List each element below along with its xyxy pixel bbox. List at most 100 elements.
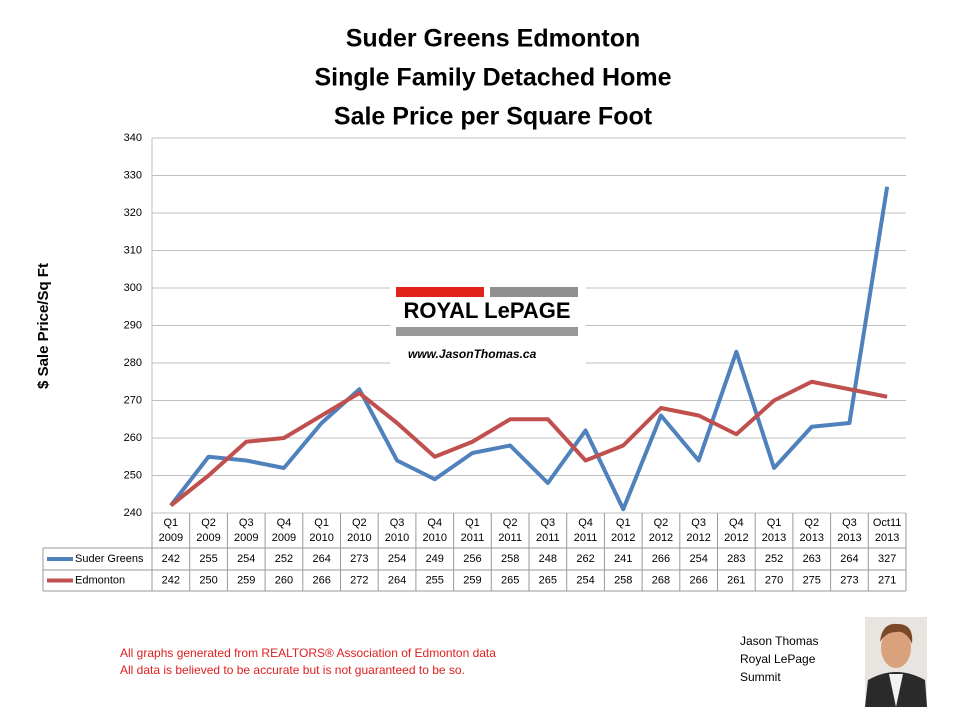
table-value: 327 [878, 553, 896, 565]
x-tick-label: 2011 [461, 532, 485, 544]
table-value: 256 [463, 553, 481, 565]
y-tick-label: 340 [124, 132, 142, 144]
y-tick-label: 310 [124, 244, 142, 256]
x-tick-label: 2011 [536, 532, 560, 544]
table-value: 252 [765, 553, 783, 565]
table-value: 252 [275, 553, 293, 565]
series-line [169, 379, 888, 508]
table-value: 271 [878, 574, 896, 586]
x-tick-label: 2013 [762, 532, 786, 544]
x-tick-label: 2010 [309, 532, 333, 544]
series-line [169, 186, 890, 512]
table-value: 266 [652, 553, 670, 565]
x-tick-label: Q2 [352, 517, 367, 529]
x-tick-label: 2012 [649, 532, 673, 544]
x-tick-label: Q1 [616, 517, 631, 529]
table-value: 250 [199, 574, 217, 586]
table-value: 264 [388, 574, 406, 586]
x-tick-label: 2011 [498, 532, 522, 544]
table-value: 264 [840, 553, 858, 565]
table-value: 255 [426, 574, 444, 586]
table-value: 249 [426, 553, 444, 565]
portrait [865, 617, 927, 707]
x-tick-label: 2010 [347, 532, 371, 544]
x-tick-label: Oct11 [873, 517, 902, 529]
table-value: 254 [576, 574, 594, 586]
x-tick-label: Q3 [691, 517, 706, 529]
y-tick-label: 270 [124, 394, 142, 406]
y-tick-label: 290 [124, 319, 142, 331]
table-value: 258 [614, 574, 632, 586]
x-tick-label: 2009 [234, 532, 258, 544]
x-tick-label: 2010 [385, 532, 409, 544]
table-value: 254 [388, 553, 406, 565]
author: Summit [740, 670, 781, 684]
x-tick-label: 2009 [159, 532, 183, 544]
table-value: 275 [803, 574, 821, 586]
table-value: 262 [576, 553, 594, 565]
table-value: 265 [501, 574, 519, 586]
legend-label: Suder Greens [75, 553, 144, 565]
y-tick-label: 250 [124, 469, 142, 481]
x-tick-label: Q3 [541, 517, 556, 529]
x-tick-label: Q3 [390, 517, 405, 529]
x-tick-label: 2013 [800, 532, 824, 544]
x-tick-label: 2009 [272, 532, 296, 544]
x-tick-label: Q1 [164, 517, 179, 529]
logo-text: ROYAL LePAGE [403, 298, 570, 323]
x-tick-label: 2012 [611, 532, 635, 544]
x-tick-label: 2013 [837, 532, 861, 544]
table-value: 263 [803, 553, 821, 565]
author: Royal LePage [740, 652, 816, 666]
x-tick-label: 2009 [196, 532, 220, 544]
y-tick-label: 240 [124, 507, 142, 519]
x-tick-label: Q1 [314, 517, 329, 529]
table-value: 248 [539, 553, 557, 565]
portrait-shirt [889, 674, 903, 707]
x-tick-label: Q4 [729, 517, 744, 529]
table-value: 258 [501, 553, 519, 565]
x-tick-label: Q2 [804, 517, 819, 529]
table-value: 259 [237, 574, 255, 586]
y-tick-label: 330 [124, 169, 142, 181]
table-value: 259 [463, 574, 481, 586]
table-value: 273 [350, 553, 368, 565]
footnote: All graphs generated from REALTORS® Asso… [120, 646, 496, 660]
table-value: 255 [199, 553, 217, 565]
legend-label: Edmonton [75, 574, 125, 586]
table-value: 266 [689, 574, 707, 586]
x-tick-label: Q2 [503, 517, 518, 529]
x-tick-label: 2012 [724, 532, 748, 544]
chart-title: Suder Greens Edmonton [346, 25, 640, 53]
y-tick-label: 300 [124, 282, 142, 294]
x-tick-label: 2013 [875, 532, 899, 544]
x-tick-label: Q4 [277, 517, 292, 529]
portrait-hair [880, 623, 913, 644]
table-value: 254 [689, 553, 707, 565]
footnote: All data is believed to be accurate but … [120, 663, 465, 677]
x-tick-label: 2010 [423, 532, 447, 544]
logo-stripes [490, 287, 578, 297]
chart-title: Sale Price per Square Foot [334, 103, 653, 131]
x-tick-label: 2012 [686, 532, 710, 544]
logo-url: www.JasonThomas.ca [408, 347, 537, 361]
table-value: 268 [652, 574, 670, 586]
table-value: 265 [539, 574, 557, 586]
x-tick-label: Q4 [427, 517, 442, 529]
table-value: 270 [765, 574, 783, 586]
y-axis-label: $ Sale Price/Sq Ft [35, 263, 52, 389]
y-tick-label: 260 [124, 432, 142, 444]
author: Jason Thomas [740, 634, 819, 648]
x-tick-label: Q3 [842, 517, 857, 529]
logo-stripes [396, 327, 578, 336]
table-value: 241 [614, 553, 632, 565]
logo: ROYAL LePAGE www.JasonThomas.ca [390, 283, 586, 365]
table-value: 283 [727, 553, 745, 565]
table-value: 242 [162, 553, 180, 565]
x-tick-label: 2011 [574, 532, 598, 544]
y-tick-label: 280 [124, 357, 142, 369]
table-grid [42, 513, 907, 592]
chart-title: Single Family Detached Home [314, 64, 671, 92]
x-tick-label: Q4 [578, 517, 593, 529]
